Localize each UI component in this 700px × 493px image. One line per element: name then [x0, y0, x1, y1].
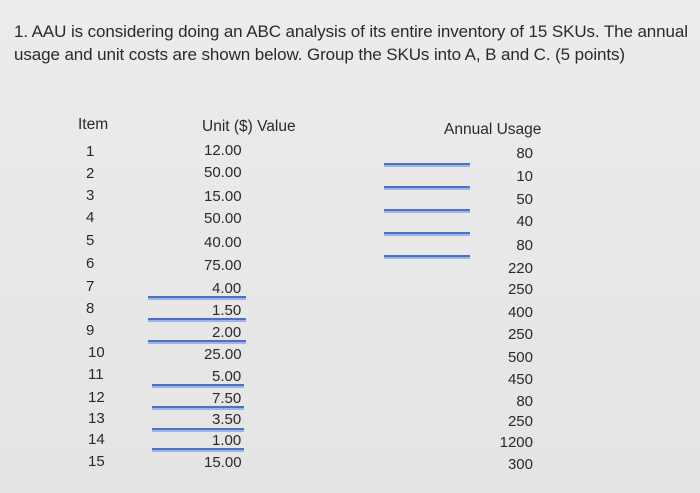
annual-usage-cell: 50: [516, 191, 533, 208]
question-text: 1. AAU is considering doing an ABC analy…: [14, 22, 688, 64]
unit-value-cell: 3.50: [212, 411, 242, 428]
highlight-mark: [152, 384, 244, 386]
annual-usage-cell: 1200: [499, 434, 533, 451]
annual-usage-cell: 400: [507, 304, 533, 321]
item-number: 8: [86, 300, 95, 317]
annual-usage-cell: 220: [507, 260, 533, 277]
annual-usage-cell: 80: [516, 237, 533, 254]
item-number: 13: [88, 410, 105, 427]
unit-value-cell: 40.00: [204, 234, 242, 251]
annual-usage-cell: 450: [507, 371, 533, 388]
unit-value-cell: 1.00: [212, 432, 242, 449]
annual-usage-cell: 80: [516, 145, 533, 162]
item-number: 3: [86, 187, 95, 204]
unit-value-cell: 4.00: [212, 280, 242, 297]
item-number: 9: [86, 322, 95, 339]
item-number: 2: [86, 165, 95, 182]
highlight-mark: [384, 163, 470, 165]
highlight-mark: [152, 448, 244, 450]
unit-value-cell: 12.00: [204, 142, 242, 159]
highlight-mark: [148, 296, 246, 298]
item-number: 10: [88, 344, 105, 361]
annual-usage-cell: 500: [507, 349, 533, 366]
unit-value-cell: 7.50: [212, 390, 242, 407]
annual-usage-cell: 250: [507, 326, 533, 343]
annual-usage-cell: 300: [507, 456, 533, 473]
highlight-mark: [152, 428, 244, 430]
unit-value-cell: 2.00: [212, 324, 242, 341]
highlight-mark: [384, 232, 470, 234]
item-number: 12: [88, 389, 105, 406]
unit-value-cell: 5.00: [212, 368, 242, 385]
annual-usage-cell: 250: [507, 413, 533, 430]
unit-value-cell: 75.00: [204, 257, 242, 274]
annual-usage-cell: 250: [507, 281, 533, 298]
item-number: 7: [86, 278, 95, 295]
unit-value-cell: 25.00: [204, 346, 242, 363]
unit-value-cell: 15.00: [204, 454, 242, 471]
annual-usage-header: Annual Usage: [444, 121, 542, 138]
item-number: 5: [86, 232, 95, 249]
item-number: 15: [88, 453, 105, 470]
unit-value-cell: 1.50: [212, 302, 242, 319]
item-number: 1: [86, 143, 95, 160]
unit-value-cell: 50.00: [204, 210, 242, 227]
highlight-mark: [148, 340, 246, 342]
highlight-mark: [148, 318, 246, 320]
item-number: 11: [88, 366, 104, 383]
item-number: 4: [86, 209, 95, 226]
unit-value-cell: 50.00: [204, 164, 242, 181]
highlight-mark: [384, 209, 470, 211]
annual-usage-cell: 10: [516, 168, 533, 185]
annual-usage-cell: 40: [516, 213, 533, 230]
highlight-mark: [384, 255, 470, 257]
unit-value-header: Unit ($) Value: [202, 118, 296, 135]
unit-value-cell: 15.00: [204, 188, 242, 205]
item-header: Item: [78, 116, 109, 133]
item-number: 6: [86, 255, 95, 272]
highlight-mark: [152, 406, 244, 408]
item-number: 14: [88, 431, 105, 448]
annual-usage-cell: 80: [516, 393, 533, 410]
highlight-mark: [384, 186, 470, 188]
